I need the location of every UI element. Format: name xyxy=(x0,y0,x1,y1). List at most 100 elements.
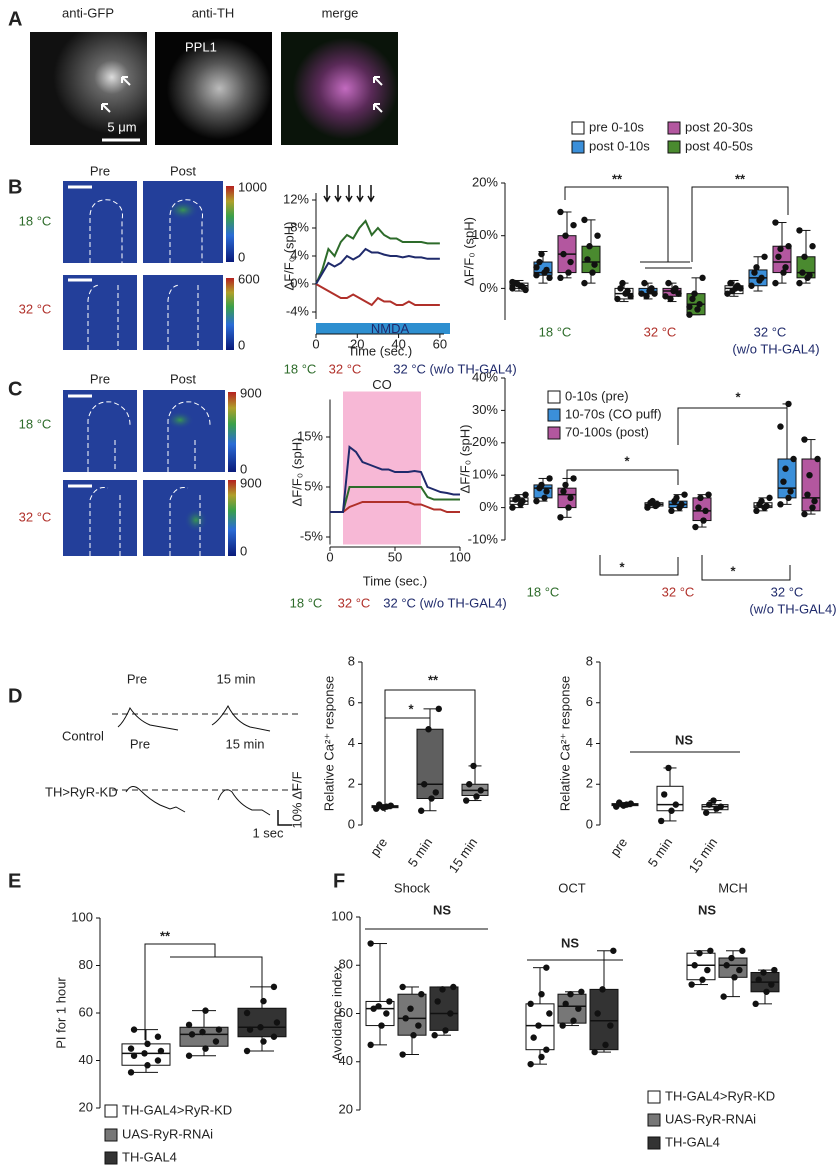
data-point xyxy=(543,1046,550,1053)
y-tick-label: 80 xyxy=(79,957,93,972)
data-point xyxy=(575,1005,582,1012)
data-point xyxy=(538,250,545,258)
y-tick-label: 20 xyxy=(79,1099,93,1114)
annotation: CO xyxy=(372,377,392,392)
box xyxy=(686,952,716,981)
data-point xyxy=(527,1000,534,1008)
heatmap xyxy=(63,390,137,472)
legend-label: 70-100s (post) xyxy=(565,424,649,439)
y-axis-label: ΔF/F₀ (spH) xyxy=(461,217,476,286)
data-point xyxy=(758,274,765,282)
y-tick-label: 20% xyxy=(472,434,498,449)
data-point xyxy=(703,809,710,816)
data-point xyxy=(144,1040,151,1048)
data-point xyxy=(380,804,387,811)
data-point xyxy=(658,817,665,825)
data-point xyxy=(619,279,626,287)
column-label: 15 min xyxy=(225,736,264,751)
data-point xyxy=(753,507,760,515)
panel-b-images: B Pre Post 18 °C 32 °C 1000 0 600 0 xyxy=(8,163,267,352)
data-point xyxy=(509,504,516,511)
scale-bar xyxy=(277,810,292,826)
x-tick-label: 50 xyxy=(388,549,402,564)
column-label: 15 min xyxy=(216,671,255,686)
colorbar xyxy=(226,186,234,262)
x-tick-label: 40 xyxy=(391,336,405,351)
data-point xyxy=(270,983,278,991)
data-point xyxy=(594,1010,601,1017)
series-line xyxy=(315,219,440,285)
row-label: 18 °C xyxy=(19,416,52,431)
heatmap xyxy=(143,181,223,263)
data-point xyxy=(695,504,702,511)
legend-label: pre 0-10s xyxy=(589,119,644,134)
data-point xyxy=(470,762,477,770)
data-point xyxy=(202,1007,209,1014)
annotation: NMDA xyxy=(371,321,410,336)
data-point xyxy=(607,1022,614,1029)
x-tick-label: 20 xyxy=(350,336,364,351)
row-label: Control xyxy=(62,728,104,743)
data-point xyxy=(273,1019,281,1026)
y-tick-label: 40 xyxy=(339,1053,353,1068)
data-point xyxy=(704,966,711,974)
data-point xyxy=(185,1021,193,1029)
data-point xyxy=(758,497,765,505)
data-point xyxy=(543,266,550,274)
legend-swatch xyxy=(571,121,585,135)
data-point xyxy=(533,497,540,505)
data-point xyxy=(243,1009,251,1017)
y-tick-label: 2 xyxy=(348,776,355,791)
data-point xyxy=(689,295,696,303)
data-point xyxy=(675,290,682,297)
legend-label: post 0-10s xyxy=(589,138,650,153)
box xyxy=(718,957,748,978)
y-tick-label: 100 xyxy=(331,908,353,923)
data-point xyxy=(418,991,425,998)
legend-swatch xyxy=(547,390,561,404)
data-point xyxy=(777,501,784,508)
data-point xyxy=(591,261,598,268)
y-tick-label: 4 xyxy=(586,735,593,750)
y-tick-label: 4% xyxy=(290,247,309,262)
data-point xyxy=(533,272,540,279)
data-point xyxy=(610,947,617,954)
y-axis-label: ΔF/F₀ (spH) xyxy=(289,438,304,507)
data-point xyxy=(375,1003,382,1010)
y-tick-label: 40% xyxy=(472,369,498,384)
x-tick-label: 18 °C xyxy=(539,324,572,339)
data-point xyxy=(665,279,672,287)
data-point xyxy=(624,287,631,295)
stimulus-shade xyxy=(343,391,421,545)
data-point xyxy=(723,962,730,969)
group-title: MCH xyxy=(718,880,748,895)
data-point xyxy=(737,285,744,292)
data-point xyxy=(270,1033,278,1040)
data-point xyxy=(731,974,738,981)
legend-label: post 20-30s xyxy=(685,119,753,134)
x-axis-label: Time (sec.) xyxy=(348,343,413,358)
y-tick-label: 4 xyxy=(348,735,355,750)
data-point xyxy=(699,976,706,983)
colorbar-label: 1000 xyxy=(238,179,267,194)
legend-label: TH-GAL4 xyxy=(665,1134,720,1149)
y-tick-label: 30% xyxy=(472,402,498,417)
panel-letter: D xyxy=(8,685,22,707)
data-point xyxy=(260,997,267,1005)
data-point xyxy=(790,455,797,463)
trace xyxy=(117,704,271,732)
stimulus-arrow xyxy=(367,185,375,203)
data-point xyxy=(246,1026,254,1033)
data-point xyxy=(686,303,693,311)
data-point xyxy=(546,1010,553,1017)
y-tick-label: 80 xyxy=(339,957,353,972)
data-point xyxy=(522,491,529,498)
stimulus-bar xyxy=(316,323,450,334)
data-point xyxy=(428,795,435,802)
significance: * xyxy=(730,563,736,578)
micrograph xyxy=(155,32,272,145)
data-point xyxy=(562,481,569,489)
x-tick-label: 32 °C xyxy=(644,324,677,339)
